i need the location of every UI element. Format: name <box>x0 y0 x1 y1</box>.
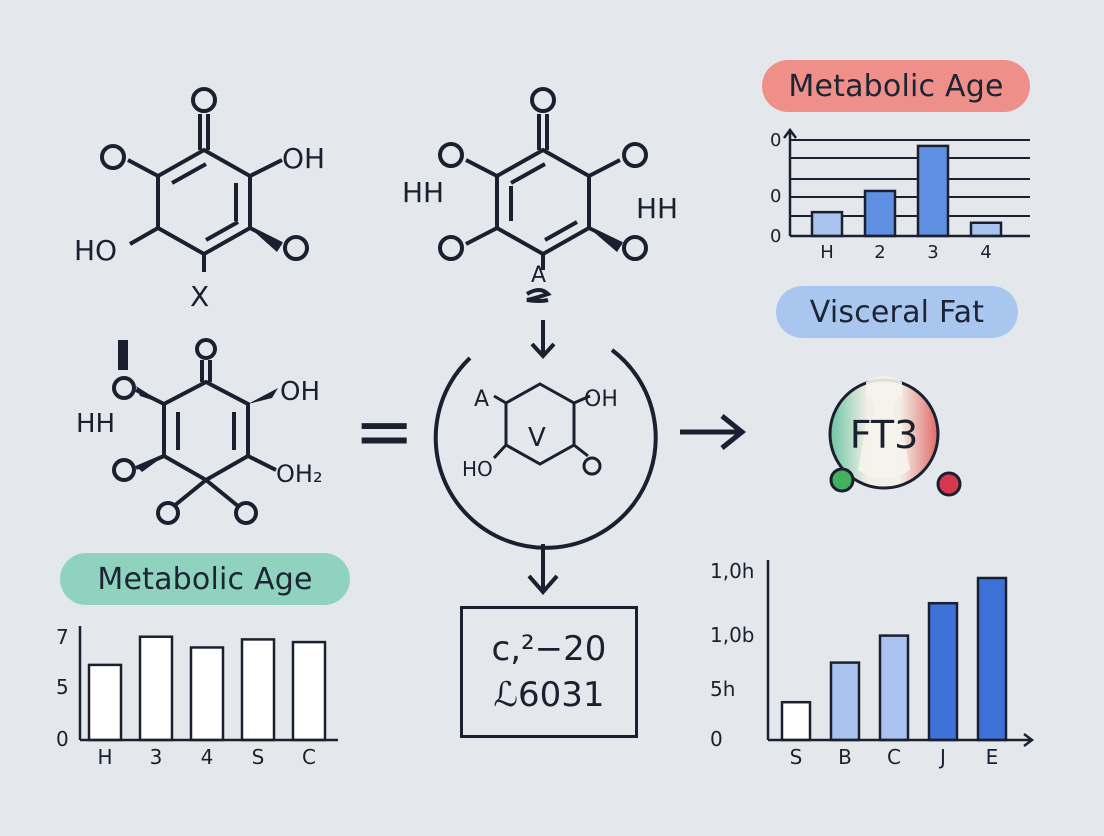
x-tick-label: 3 <box>927 242 938 263</box>
molecule-middle-left <box>112 338 277 525</box>
down-arrow-icon <box>527 544 559 596</box>
chart-bar <box>87 663 123 742</box>
bold-bond <box>118 340 128 370</box>
y-tick-label: 5h <box>710 677 735 701</box>
axis-arrow-icon <box>1023 733 1035 747</box>
axis-arrow-icon <box>783 127 797 139</box>
atom-label: OH <box>280 377 320 407</box>
x-tick-label: H <box>97 745 112 769</box>
chart-bar <box>810 210 844 238</box>
chart-bar <box>878 634 910 742</box>
chart-bar <box>976 576 1008 742</box>
wedge-bond <box>136 386 164 404</box>
atom-label: HH <box>636 192 678 225</box>
atom-label: HO <box>74 234 117 267</box>
atom-label: HO <box>462 457 493 481</box>
x-tick-label: B <box>838 745 852 769</box>
green-dot-icon <box>829 467 855 493</box>
formula-line-2: ℒ6031 <box>493 675 605 715</box>
y-tick-label: 0 <box>770 186 781 207</box>
formula-line-1: c,²−20 <box>491 629 607 669</box>
wedge-bond <box>250 228 282 252</box>
chart-bar <box>863 189 897 238</box>
x-tick-label: E <box>986 745 999 769</box>
reaction-circle <box>433 320 658 550</box>
visceral-fat-pill: Visceral Fat <box>776 286 1018 338</box>
atom-label: A <box>531 263 546 288</box>
atom-label: X <box>190 280 209 313</box>
chart-bar <box>969 221 1003 238</box>
badge-label: FT3 <box>850 413 919 457</box>
wedge-bond <box>136 456 164 472</box>
x-tick-label: C <box>302 745 316 769</box>
chart-bar <box>291 640 327 742</box>
chart-bar <box>829 661 861 742</box>
chart-bottom-right: S B C J E 1,0h 1,0b 5h 0 <box>710 559 1035 769</box>
x-tick-label: 3 <box>150 745 163 769</box>
y-tick-label: 0 <box>770 130 781 151</box>
atom-label: OH <box>584 387 618 412</box>
atom-label: HH <box>402 176 444 209</box>
chart-bar <box>927 601 959 742</box>
x-tick-label: C <box>887 745 901 769</box>
x-tick-label: S <box>252 745 265 769</box>
equals-symbol: = <box>354 389 414 473</box>
y-tick-label: 7 <box>56 625 69 649</box>
chart-bar <box>240 638 276 742</box>
chart-metabolic-age-top: H 2 3 4 0 0 0 <box>770 127 1030 263</box>
ring-center-label: V <box>528 423 546 453</box>
atom-label: A <box>474 387 489 412</box>
molecule-top-middle <box>438 87 648 303</box>
chart-metabolic-age-bottom: H 3 4 S C 7 5 0 <box>56 625 338 769</box>
chart-bar <box>916 144 950 238</box>
metabolic-age-pill-top: Metabolic Age <box>762 60 1030 112</box>
formula-box: c,²−20 ℒ6031 <box>460 606 638 738</box>
y-tick-label: 1,0b <box>710 623 755 647</box>
metabolic-age-pill-bottom: Metabolic Age <box>60 553 350 605</box>
x-tick-label: 4 <box>980 242 991 263</box>
chart-bar <box>138 635 174 742</box>
y-tick-label: 0 <box>710 727 723 751</box>
x-tick-label: 4 <box>201 745 214 769</box>
y-tick-label: 1,0h <box>710 559 754 583</box>
chart-bar <box>780 700 812 742</box>
x-tick-label: S <box>790 745 803 769</box>
wedge-bond <box>248 388 278 404</box>
x-tick-label: J <box>938 745 946 769</box>
x-tick-label: 2 <box>874 242 885 263</box>
atom-label: OH <box>282 142 325 175</box>
chart-bar <box>189 646 225 742</box>
atom-label: HH <box>76 409 115 439</box>
y-tick-label: 0 <box>56 727 69 751</box>
red-dot-icon <box>936 471 962 497</box>
y-tick-label: 0 <box>770 226 781 247</box>
atom-label: OH₂ <box>276 460 323 488</box>
wedge-bond <box>589 228 622 252</box>
x-tick-label: H <box>820 242 834 263</box>
y-tick-label: 5 <box>56 675 69 699</box>
ft3-badge <box>828 376 962 497</box>
molecule-top-left <box>100 87 309 272</box>
right-arrow-icon <box>680 414 747 450</box>
